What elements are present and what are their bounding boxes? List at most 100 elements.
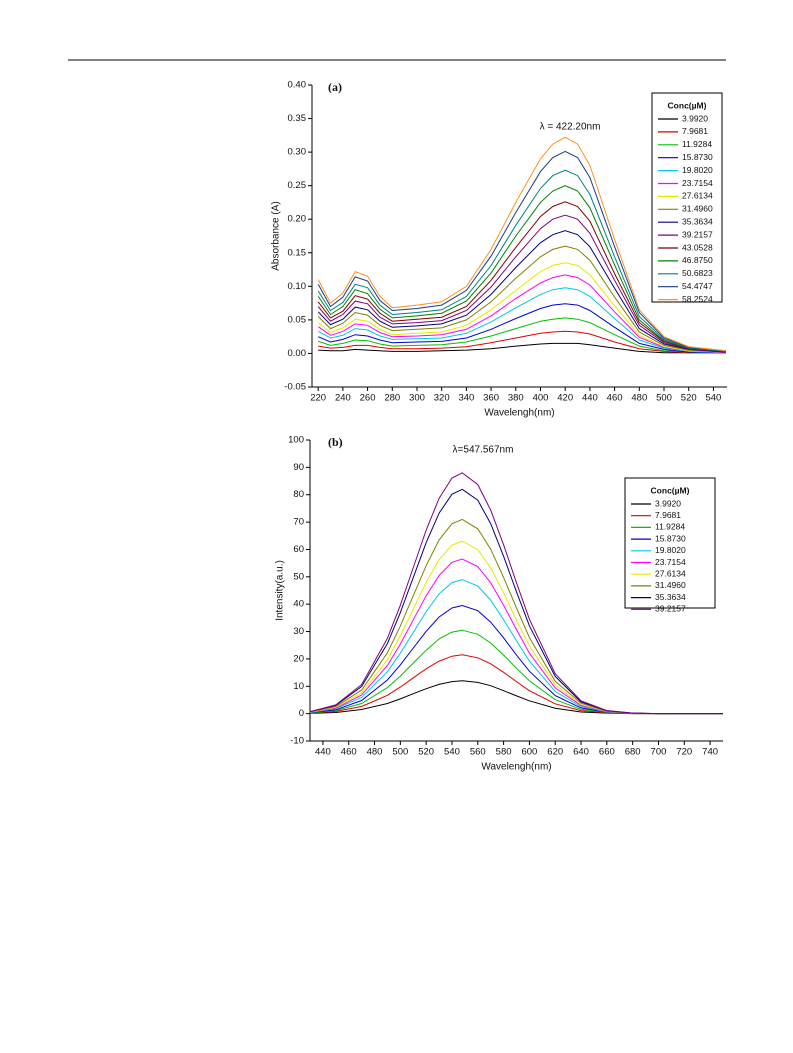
legend-label: 23.7154: [682, 178, 713, 188]
legend-label: 19.8020: [655, 545, 686, 555]
legend-label: 3.9920: [682, 113, 708, 123]
legend-title: Conc(µM): [668, 100, 707, 110]
legend-label: 27.6134: [655, 568, 686, 578]
x-tick-label: 280: [384, 393, 400, 404]
x-tick-label: 680: [625, 747, 641, 758]
y-tick-label: 0: [299, 708, 304, 719]
legend-label: 19.8020: [682, 165, 713, 175]
x-tick-label: 660: [599, 747, 615, 758]
y-tick-label: 20: [293, 653, 304, 664]
x-tick-label: 460: [341, 747, 357, 758]
y-tick-label: 80: [293, 489, 304, 500]
y-tick-label: 10: [293, 681, 304, 692]
annotation: λ=547.567nm: [453, 445, 514, 456]
x-tick-label: 480: [631, 393, 647, 404]
y-tick-label: 0.25: [288, 180, 307, 191]
x-tick-label: 500: [392, 747, 408, 758]
legend-label: 15.8730: [682, 152, 713, 162]
legend-label: 50.6823: [682, 268, 713, 278]
panel-label: (b): [328, 435, 343, 449]
series-line: [317, 287, 726, 354]
series-line: [317, 136, 726, 352]
x-tick-label: 260: [360, 393, 376, 404]
x-tick-label: 720: [676, 747, 692, 758]
series-line: [317, 245, 726, 353]
y-tick-label: 0.40: [288, 80, 307, 91]
x-tick-label: 520: [681, 393, 697, 404]
annotation: λ = 422.20nm: [540, 122, 601, 133]
x-tick-label: 220: [310, 393, 326, 404]
series-line: [309, 680, 723, 715]
y-tick-label: 60: [293, 544, 304, 555]
legend-label: 7.9681: [655, 510, 681, 520]
x-tick-label: 300: [409, 393, 425, 404]
x-tick-label: 440: [582, 393, 598, 404]
panel-label: (a): [328, 80, 342, 94]
y-tick-label: 0.15: [288, 247, 307, 258]
legend-label: 39.2157: [655, 604, 686, 614]
series-line: [317, 201, 726, 352]
x-tick-label: 600: [521, 747, 537, 758]
x-tick-label: 360: [483, 393, 499, 404]
legend-label: 35.3634: [682, 216, 713, 226]
x-tick-label: 740: [702, 747, 718, 758]
x-tick-label: 540: [705, 393, 721, 404]
x-tick-label: 440: [315, 747, 331, 758]
series-line: [318, 330, 726, 354]
y-tick-label: 30: [293, 626, 304, 637]
y-tick-label: 70: [293, 517, 304, 528]
y-tick-label: 0.30: [288, 147, 307, 158]
legend-box: [651, 92, 723, 303]
legend-label: 46.8750: [682, 255, 713, 265]
series-line: [317, 150, 726, 352]
x-tick-label: 340: [458, 393, 474, 404]
x-tick-label: 240: [335, 393, 351, 404]
legend-label: 31.4960: [655, 580, 686, 590]
y-tick-label: 100: [288, 435, 304, 446]
x-tick-label: 520: [418, 747, 434, 758]
series-line: [309, 540, 723, 715]
x-tick-label: 540: [444, 747, 460, 758]
x-tick-label: 560: [470, 747, 486, 758]
legend-label: 35.3634: [655, 592, 686, 602]
y-tick-label: 0.05: [288, 314, 307, 325]
legend-label: 31.4960: [682, 204, 713, 214]
legend-label: 11.9284: [655, 522, 685, 532]
series-line: [309, 654, 723, 715]
legend-label: 23.7154: [655, 557, 686, 567]
y-tick-label: 0.10: [288, 281, 307, 292]
series-line: [317, 230, 726, 353]
series-line: [309, 604, 723, 715]
x-axis-label: Wavelengh(nm): [484, 408, 554, 419]
x-tick-label: 480: [367, 747, 383, 758]
legend-label: 11.9284: [682, 139, 712, 149]
y-tick-label: 50: [293, 571, 304, 582]
x-tick-label: 620: [547, 747, 563, 758]
series-line: [318, 317, 726, 354]
series-line: [318, 342, 726, 354]
y-tick-label: 0.00: [288, 348, 307, 359]
legend-label: 39.2157: [682, 229, 713, 239]
y-tick-label: 0.20: [288, 214, 307, 225]
x-tick-label: 700: [651, 747, 667, 758]
series-line: [317, 262, 726, 353]
series-line: [317, 169, 726, 352]
legend-title: Conc(µM): [651, 485, 690, 495]
y-tick-label: -0.05: [284, 382, 306, 393]
x-tick-label: 420: [557, 393, 573, 404]
legend-label: 54.4747: [682, 281, 713, 291]
series-line: [317, 185, 726, 352]
x-tick-label: 500: [656, 393, 672, 404]
legend-label: 27.6134: [682, 191, 713, 201]
x-tick-label: 320: [434, 393, 450, 404]
x-tick-label: 640: [573, 747, 589, 758]
series-line: [317, 214, 726, 352]
y-axis-label: Absorbance (A): [271, 201, 282, 270]
series-line: [309, 472, 723, 715]
legend-label: 7.9681: [682, 126, 708, 136]
series-line: [317, 274, 726, 354]
legend-label: 3.9920: [655, 498, 681, 508]
y-axis-label: Intensity(a.u.): [275, 560, 286, 621]
x-tick-label: 580: [496, 747, 512, 758]
